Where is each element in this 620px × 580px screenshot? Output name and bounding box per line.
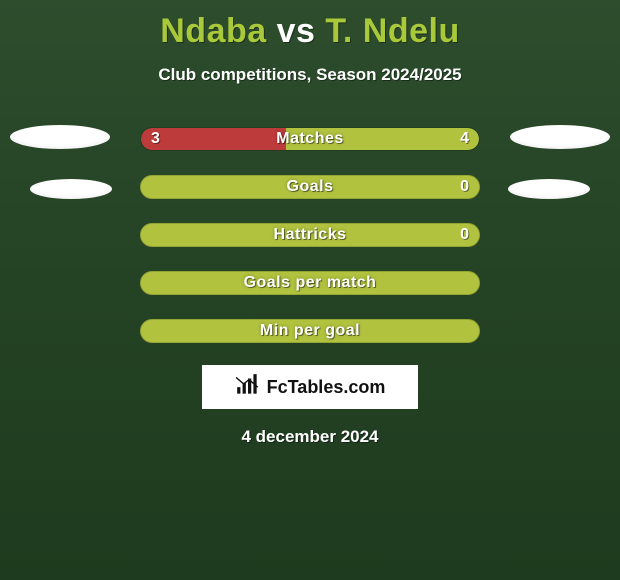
source-text: FcTables.com bbox=[267, 377, 386, 398]
stat-value-right: 0 bbox=[460, 178, 469, 196]
stat-label: Goals per match bbox=[244, 274, 377, 292]
comparison-rows: 3 4 Matches 0 Goals 0 Hattricks Goals per match… bbox=[0, 127, 620, 343]
comparison-card: Ndaba vs T. Ndelu Club competitions, Sea… bbox=[0, 0, 620, 580]
stat-row: 0 Hattricks bbox=[0, 223, 620, 247]
stat-bar: Goals per match bbox=[140, 271, 480, 295]
stat-label: Matches bbox=[276, 130, 344, 148]
stat-label: Goals bbox=[287, 178, 334, 196]
stat-label: Hattricks bbox=[274, 226, 347, 244]
stat-row: 3 4 Matches bbox=[0, 127, 620, 151]
stat-bar: 3 4 Matches bbox=[140, 127, 480, 151]
stat-label: Min per goal bbox=[260, 322, 360, 340]
stat-row: Goals per match bbox=[0, 271, 620, 295]
vs-separator: vs bbox=[277, 12, 316, 50]
stat-value-right: 4 bbox=[460, 130, 469, 148]
stat-bar: Min per goal bbox=[140, 319, 480, 343]
stat-row: 0 Goals bbox=[0, 175, 620, 199]
page-title: Ndaba vs T. Ndelu bbox=[0, 0, 620, 51]
stat-bar: 0 Goals bbox=[140, 175, 480, 199]
stat-bar: 0 Hattricks bbox=[140, 223, 480, 247]
player-left-name: Ndaba bbox=[160, 12, 266, 50]
bar-fill-left bbox=[141, 128, 286, 150]
subtitle: Club competitions, Season 2024/2025 bbox=[0, 65, 620, 85]
stat-value-right: 0 bbox=[460, 226, 469, 244]
stat-value-left: 3 bbox=[151, 130, 160, 148]
chart-icon bbox=[235, 374, 261, 401]
source-badge: FcTables.com bbox=[202, 365, 418, 409]
player-right-name: T. Ndelu bbox=[325, 12, 459, 50]
snapshot-date: 4 december 2024 bbox=[0, 427, 620, 447]
stat-row: Min per goal bbox=[0, 319, 620, 343]
